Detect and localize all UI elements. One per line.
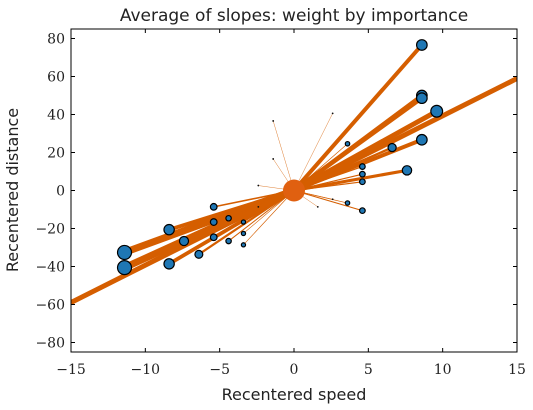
data-point <box>401 165 413 176</box>
y-tick-label: 40 <box>47 108 65 124</box>
data-point <box>415 39 428 51</box>
x-tick-label: 0 <box>290 362 299 378</box>
slope-line <box>293 181 363 192</box>
data-point <box>257 184 260 187</box>
data-point <box>225 237 232 245</box>
data-point <box>358 170 366 178</box>
data-point <box>272 120 275 122</box>
x-axis-title: Recentered speed <box>222 385 367 404</box>
slope-line <box>293 113 333 191</box>
slope-line <box>167 188 296 232</box>
slope-line <box>272 120 295 191</box>
data-point <box>240 242 247 248</box>
y-tick-label: 60 <box>47 70 65 86</box>
y-tick-label: −60 <box>35 298 65 314</box>
x-tick-label: −10 <box>131 362 161 378</box>
y-tick-label: −80 <box>35 336 65 352</box>
data-point <box>194 249 204 259</box>
slope-line <box>292 96 424 193</box>
data-point <box>116 260 133 276</box>
data-point <box>163 258 175 270</box>
x-tick-label: 5 <box>364 362 373 378</box>
x-tick-label: 15 <box>508 362 526 378</box>
y-tick-label: 0 <box>56 184 65 200</box>
y-tick-label: −20 <box>35 222 65 238</box>
data-point <box>358 207 366 215</box>
data-point <box>331 198 334 201</box>
data-point <box>415 92 428 105</box>
slope-line <box>212 189 295 208</box>
x-tick-label: −15 <box>56 362 86 378</box>
slope-line <box>293 189 363 212</box>
data-point <box>430 104 444 118</box>
slope-lines <box>71 42 517 305</box>
slope-line <box>292 168 409 193</box>
x-tick-label: 10 <box>434 362 452 378</box>
data-point <box>344 140 351 147</box>
data-point <box>225 214 232 222</box>
data-point <box>387 142 397 153</box>
chart-title: Average of slopes: weight by importance <box>120 6 468 26</box>
data-point <box>358 178 366 186</box>
data-point <box>358 163 366 170</box>
center-point <box>283 179 305 202</box>
slope-line <box>243 190 295 246</box>
y-tick-label: 20 <box>47 146 65 162</box>
slope-line <box>292 42 424 193</box>
y-axis: −80 −60 −40 −20 0 20 40 60 80 <box>35 32 517 352</box>
data-point <box>240 230 247 237</box>
slope-line <box>228 189 295 242</box>
data-point <box>344 200 351 206</box>
data-point <box>272 158 275 160</box>
data-points <box>116 39 444 276</box>
data-point <box>240 219 247 225</box>
slope-line <box>293 173 363 192</box>
data-point <box>257 205 260 208</box>
x-tick-label: −5 <box>209 362 230 378</box>
slope-line <box>243 190 295 234</box>
y-axis-title: Recentered distance <box>3 108 22 272</box>
slope-line <box>293 143 348 191</box>
data-point <box>209 218 218 226</box>
data-point <box>331 112 334 115</box>
data-point <box>209 233 218 242</box>
data-point <box>116 244 133 261</box>
data-point <box>178 235 190 247</box>
data-point <box>316 205 319 208</box>
y-tick-label: −40 <box>35 260 65 276</box>
data-point <box>415 133 428 146</box>
y-tick-label: 80 <box>47 32 65 48</box>
x-axis: −15 −10 −5 0 5 10 15 <box>56 29 526 378</box>
data-point <box>209 202 218 211</box>
data-point <box>163 223 175 236</box>
